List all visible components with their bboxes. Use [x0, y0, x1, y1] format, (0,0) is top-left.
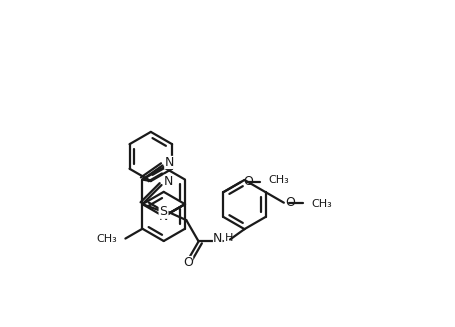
Text: O: O: [285, 196, 295, 209]
Text: H: H: [225, 233, 233, 243]
Text: N: N: [159, 210, 168, 223]
Text: CH₃: CH₃: [310, 199, 331, 209]
Text: N: N: [212, 232, 222, 245]
Text: CH₃: CH₃: [96, 233, 117, 244]
Text: S: S: [159, 205, 167, 218]
Text: CH₃: CH₃: [268, 175, 288, 185]
Text: O: O: [243, 175, 253, 188]
Text: N: N: [163, 175, 172, 188]
Text: N: N: [164, 156, 173, 169]
Text: O: O: [183, 256, 192, 269]
